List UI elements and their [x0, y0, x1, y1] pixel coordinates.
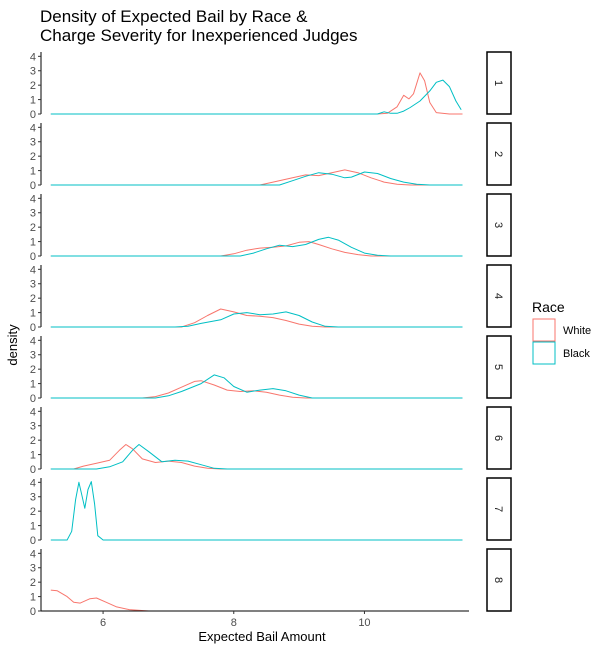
y-tick-label: 2 [30, 364, 36, 376]
facet-strip [486, 193, 512, 257]
y-tick-label: 1 [30, 450, 36, 462]
y-tick-label: 2 [30, 435, 36, 447]
density-line-black [50, 481, 463, 541]
facet-panel-3: 0 1 2 3 4 3 [30, 193, 512, 263]
y-tick-label: 2 [30, 151, 36, 163]
y-tick-label: 2 [30, 80, 36, 92]
y-tick-label: 1 [30, 95, 36, 107]
facet-panel-4: 0 1 2 3 4 4 [30, 264, 512, 334]
y-tick-label: 4 [30, 477, 36, 489]
y-tick-label: 2 [30, 506, 36, 518]
y-tick-label: 3 [30, 208, 36, 220]
legend-item-white: White [532, 318, 591, 342]
y-tick-label: 0 [30, 322, 36, 334]
density-line-white [50, 380, 463, 399]
legend-title: Race [532, 299, 565, 315]
facet-strip [486, 122, 512, 186]
y-tick-label: 4 [30, 548, 36, 560]
y-tick-label: 1 [30, 592, 36, 604]
facet-strip [486, 477, 512, 541]
y-tick-label: 1 [30, 308, 36, 320]
facet-strip-label: 2 [492, 151, 504, 157]
y-tick-label: 3 [30, 350, 36, 362]
y-tick-label: 1 [30, 379, 36, 391]
facet-strip-label: 7 [492, 506, 504, 512]
facet-strip [486, 264, 512, 328]
facet-panel-7: 0 1 2 3 4 7 [30, 477, 512, 547]
facet-panel-6: 0 1 2 3 4 6 [30, 406, 512, 476]
y-tick-label: 3 [30, 279, 36, 291]
facet-strip-label: 6 [492, 435, 504, 441]
facet-strip-label: 8 [492, 577, 504, 583]
density-line-black [50, 444, 463, 470]
density-line-black [50, 311, 463, 328]
legend-key [532, 318, 556, 342]
y-tick-label: 0 [30, 393, 36, 405]
density-line-black [50, 374, 463, 399]
y-tick-label: 4 [30, 122, 36, 134]
y-tick-label: 1 [30, 521, 36, 533]
x-tick-label: 8 [231, 617, 237, 629]
y-tick-label: 0 [30, 251, 36, 263]
y-tick-label: 3 [30, 421, 36, 433]
y-axis-title: density [5, 324, 20, 366]
legend-item-black: Black [532, 341, 590, 365]
y-tick-label: 0 [30, 535, 36, 547]
density-line-white [50, 308, 463, 328]
legend-label: White [563, 325, 591, 337]
legend-key [532, 341, 556, 365]
facet-panel-5: 0 1 2 3 4 5 [30, 335, 512, 405]
y-tick-label: 0 [30, 180, 36, 192]
y-tick-label: 4 [30, 406, 36, 418]
density-line-white [50, 72, 463, 115]
y-tick-label: 3 [30, 137, 36, 149]
y-tick-label: 2 [30, 577, 36, 589]
chart-title: Density of Expected Bail by Race & Charg… [40, 7, 358, 45]
x-axis: 6 8 10 [41, 610, 469, 629]
facet-panel-1: 0 1 2 3 4 1 [30, 51, 512, 121]
chart-title-line-2: Charge Severity for Inexperienced Judges [40, 26, 358, 45]
x-axis-title: Expected Bail Amount [198, 629, 326, 644]
facet-strip [486, 406, 512, 470]
facet-strip [486, 335, 512, 399]
y-tick-label: 4 [30, 335, 36, 347]
density-line-black [50, 236, 463, 257]
chart-title-line-1: Density of Expected Bail by Race & [40, 7, 308, 26]
facet-strip [486, 51, 512, 115]
density-line-white [50, 241, 463, 257]
facet-panels: 0123410123420123430123440123450123460123… [30, 51, 512, 618]
y-tick-label: 4 [30, 193, 36, 205]
y-tick-label: 0 [30, 464, 36, 476]
facet-panel-2: 0 1 2 3 4 2 [30, 122, 512, 192]
y-tick-label: 2 [30, 222, 36, 234]
density-line-black [50, 171, 463, 186]
density-line-black [50, 79, 462, 115]
y-tick-label: 3 [30, 563, 36, 575]
facet-strip-label: 4 [492, 293, 504, 299]
y-tick-label: 0 [30, 606, 36, 618]
y-tick-label: 4 [30, 51, 36, 63]
facet-panel-8: 0 1 2 3 4 8 [30, 548, 512, 618]
density-line-white [50, 589, 463, 612]
legend-label: Black [563, 348, 590, 360]
facet-strip [486, 548, 512, 612]
facet-strip-label: 1 [492, 80, 504, 86]
density-line-white [50, 444, 463, 470]
y-tick-label: 4 [30, 264, 36, 276]
y-tick-label: 2 [30, 293, 36, 305]
y-tick-label: 3 [30, 492, 36, 504]
legend: Race White Black [532, 299, 591, 365]
y-tick-label: 1 [30, 237, 36, 249]
x-tick-label: 6 [100, 617, 106, 629]
facet-strip-label: 3 [492, 222, 504, 228]
y-tick-label: 1 [30, 166, 36, 178]
x-tick-label: 10 [358, 617, 370, 629]
y-tick-label: 0 [30, 109, 36, 121]
y-tick-label: 3 [30, 66, 36, 78]
density-line-white [50, 169, 463, 186]
facet-strip-label: 5 [492, 364, 504, 370]
